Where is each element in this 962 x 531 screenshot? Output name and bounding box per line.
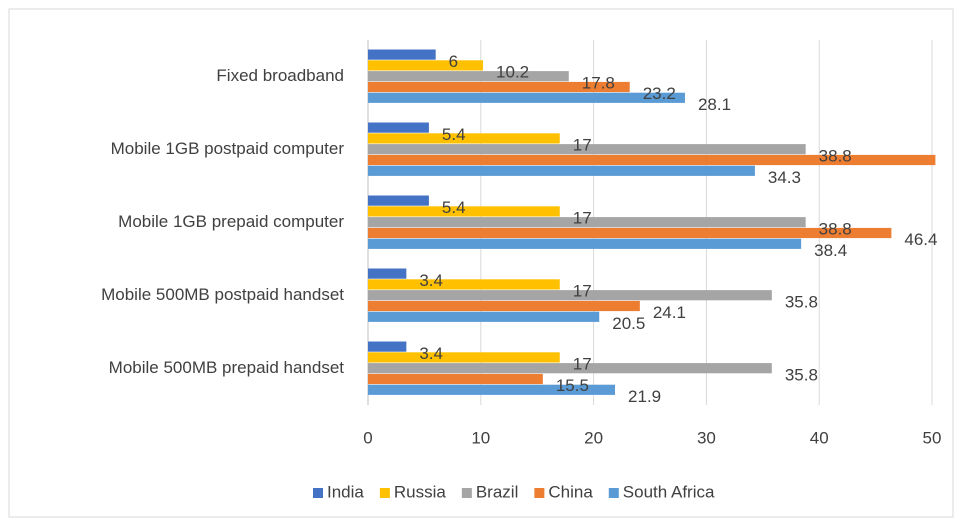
x-tick-label: 10 <box>471 428 490 447</box>
data-label: 46.4 <box>904 230 937 249</box>
data-label: 17 <box>573 355 592 374</box>
data-label: 38.8 <box>819 219 852 238</box>
data-label: 38.4 <box>814 241 847 260</box>
data-label: 5.4 <box>442 198 466 217</box>
legend-label: Russia <box>394 482 447 501</box>
data-label: 35.8 <box>785 365 818 384</box>
data-label: 17 <box>573 209 592 228</box>
legend-label: India <box>327 482 364 501</box>
bar <box>368 279 560 290</box>
data-label: 20.5 <box>612 314 645 333</box>
data-label: 17 <box>573 282 592 301</box>
data-label: 23.2 <box>643 84 676 103</box>
legend-swatch <box>379 488 390 498</box>
bar <box>368 144 806 155</box>
bar <box>368 268 407 279</box>
data-label: 3.4 <box>419 344 443 363</box>
x-tick-label: 50 <box>923 428 942 447</box>
bar <box>368 238 802 249</box>
data-label: 10.2 <box>496 63 529 82</box>
bar <box>368 81 630 93</box>
data-label: 21.9 <box>628 387 661 406</box>
x-tick-label: 30 <box>697 428 716 447</box>
data-label: 34.3 <box>768 168 801 187</box>
data-label: 3.4 <box>419 271 443 290</box>
bar <box>368 341 407 352</box>
data-label: 35.8 <box>785 292 818 311</box>
bar <box>368 290 772 301</box>
bar <box>368 384 616 395</box>
bar <box>368 71 569 82</box>
legend-label: South Africa <box>623 482 715 501</box>
data-label: 28.1 <box>698 95 731 114</box>
bars <box>368 49 936 395</box>
y-tick-label: Mobile 500MB prepaid handset <box>109 358 345 377</box>
legend-swatch <box>534 488 545 498</box>
x-tick-label: 20 <box>584 428 603 447</box>
legend-label: China <box>548 482 593 501</box>
bar <box>368 60 484 71</box>
legend-swatch <box>608 488 619 498</box>
data-label: 17 <box>573 136 592 155</box>
bar <box>368 300 640 312</box>
y-tick-label: Fixed broadband <box>216 66 344 85</box>
legend-label: Brazil <box>476 482 519 501</box>
y-tick-label: Mobile 1GB prepaid computer <box>118 212 344 231</box>
bar <box>368 363 772 374</box>
data-label: 38.8 <box>819 146 852 165</box>
bar <box>368 352 560 363</box>
bar <box>368 49 436 60</box>
x-tick-label: 0 <box>363 428 372 447</box>
legend-swatch <box>313 488 323 498</box>
y-tick-label: Mobile 500MB postpaid handset <box>101 285 344 304</box>
bar <box>368 133 560 144</box>
bar <box>368 122 429 133</box>
bar <box>368 217 806 228</box>
bar <box>368 154 936 166</box>
bar <box>368 206 560 217</box>
bar <box>368 227 892 239</box>
data-label: 5.4 <box>442 125 466 144</box>
data-label: 17.8 <box>582 73 615 92</box>
y-tick-label: Mobile 1GB postpaid computer <box>111 139 345 158</box>
legend-swatch <box>461 488 472 498</box>
labels: 0 10 20 30 40 50 Fixed broadband 6 10.2 17.8 23.2 2… <box>101 52 941 502</box>
bar <box>368 373 543 385</box>
bar <box>368 195 429 206</box>
x-tick-label: 40 <box>810 428 829 447</box>
data-label: 24.1 <box>653 303 686 322</box>
data-label: 15.5 <box>556 376 589 395</box>
data-label: 6 <box>449 52 458 71</box>
bar <box>368 92 685 103</box>
bar <box>368 311 600 322</box>
bar <box>368 165 755 176</box>
